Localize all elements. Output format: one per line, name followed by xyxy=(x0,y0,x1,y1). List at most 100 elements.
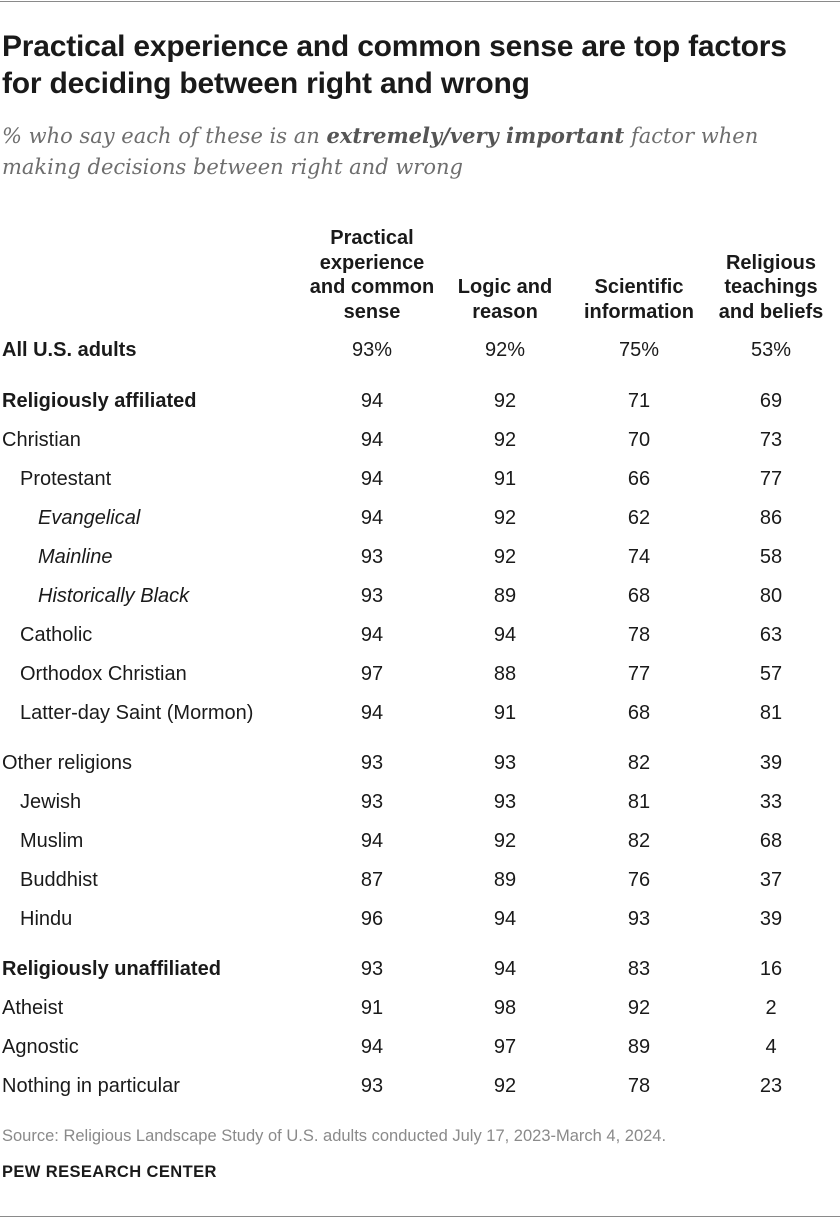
value-cell: 98 xyxy=(493,997,517,1019)
value-cell: 93% xyxy=(351,339,393,361)
row-label: Protestant xyxy=(20,468,112,490)
table-row: Muslim 94 92 82 68 xyxy=(0,822,840,861)
column-header: Logic and reason xyxy=(457,276,553,323)
table-row: Christian 94 92 70 73 xyxy=(0,421,840,460)
value-cell: 77 xyxy=(627,663,651,685)
value-cell: 94 xyxy=(360,390,384,412)
value-cell: 78 xyxy=(627,624,651,646)
table-row: Other religions 93 93 82 39 xyxy=(0,744,840,783)
value-cell: 71 xyxy=(627,390,651,412)
value-cell: 70 xyxy=(627,429,651,451)
value-cell: 39 xyxy=(759,752,783,774)
value-cell: 63 xyxy=(759,624,783,646)
value-cell: 96 xyxy=(360,908,384,930)
value-cell: 93 xyxy=(360,958,384,980)
subtitle-pre: % who say each of these is an xyxy=(2,124,327,148)
value-cell: 92 xyxy=(493,507,517,529)
value-cell: 2 xyxy=(765,997,777,1019)
value-cell: 93 xyxy=(493,752,517,774)
row-label: Orthodox Christian xyxy=(20,663,187,685)
row-label: Evangelical xyxy=(38,507,141,529)
row-label: Agnostic xyxy=(2,1036,79,1058)
value-cell: 87 xyxy=(360,869,384,891)
row-label: Buddhist xyxy=(20,869,98,891)
value-cell: 82 xyxy=(627,752,651,774)
row-label: Latter-day Saint (Mormon) xyxy=(20,702,254,724)
table-row: Atheist 91 98 92 2 xyxy=(0,989,840,1028)
value-cell: 94 xyxy=(493,908,517,930)
value-cell: 93 xyxy=(360,1075,384,1097)
value-cell: 58 xyxy=(759,546,783,568)
value-cell: 91 xyxy=(493,468,517,490)
row-label: Nothing in particular xyxy=(2,1075,180,1097)
value-cell: 94 xyxy=(360,830,384,852)
column-header: Practical experience and common sense xyxy=(309,227,435,323)
row-label: All U.S. adults xyxy=(2,339,137,361)
value-cell: 89 xyxy=(493,869,517,891)
row-label: Religiously unaffiliated xyxy=(2,958,221,980)
value-cell: 83 xyxy=(627,958,651,980)
row-label: Atheist xyxy=(2,997,64,1019)
value-cell: 93 xyxy=(627,908,651,930)
value-cell: 68 xyxy=(759,830,783,852)
value-cell: 66 xyxy=(627,468,651,490)
value-cell: 92 xyxy=(493,1075,517,1097)
value-cell: 53% xyxy=(750,339,792,361)
table-row: Catholic 94 94 78 63 xyxy=(0,616,840,655)
value-cell: 81 xyxy=(627,791,651,813)
value-cell: 33 xyxy=(759,791,783,813)
table-row: Buddhist 87 89 76 37 xyxy=(0,861,840,900)
value-cell: 62 xyxy=(627,507,651,529)
value-cell: 88 xyxy=(493,663,517,685)
value-cell: 89 xyxy=(493,585,517,607)
subtitle-post: factor when making decisions between rig… xyxy=(2,124,759,179)
table-row: Hindu 96 94 93 39 xyxy=(0,900,840,939)
table-row: Jewish 93 93 81 33 xyxy=(0,783,840,822)
value-cell: 92 xyxy=(627,997,651,1019)
value-cell: 23 xyxy=(759,1075,783,1097)
value-cell: 80 xyxy=(759,585,783,607)
value-cell: 94 xyxy=(493,958,517,980)
value-cell: 76 xyxy=(627,869,651,891)
source-note: Source: Religious Landscape Study of U.S… xyxy=(2,1127,667,1145)
table-row: Agnostic 94 97 89 4 xyxy=(0,1028,840,1067)
value-cell: 68 xyxy=(627,702,651,724)
value-cell: 77 xyxy=(759,468,783,490)
row-label: Jewish xyxy=(20,791,82,813)
row-label: Hindu xyxy=(20,908,73,930)
value-cell: 89 xyxy=(627,1036,651,1058)
row-label: Mainline xyxy=(38,546,113,568)
table-row: Mainline 93 92 74 58 xyxy=(0,538,840,577)
value-cell: 39 xyxy=(759,908,783,930)
value-cell: 94 xyxy=(360,702,384,724)
value-cell: 69 xyxy=(759,390,783,412)
value-cell: 94 xyxy=(360,429,384,451)
table-row: Religiously affiliated 94 92 71 69 xyxy=(0,382,840,421)
chart-subtitle: % who say each of these is an extremely/… xyxy=(2,120,822,183)
row-label: Historically Black xyxy=(38,585,190,607)
subtitle-emphasis: extremely/very important xyxy=(326,123,625,148)
bottom-rule xyxy=(0,1216,840,1217)
value-cell: 82 xyxy=(627,830,651,852)
top-rule xyxy=(0,1,840,2)
value-cell: 92 xyxy=(493,390,517,412)
value-cell: 97 xyxy=(360,663,384,685)
value-cell: 78 xyxy=(627,1075,651,1097)
row-label: Christian xyxy=(2,429,81,451)
value-cell: 16 xyxy=(759,958,783,980)
value-cell: 37 xyxy=(759,869,783,891)
value-cell: 94 xyxy=(360,468,384,490)
value-cell: 93 xyxy=(360,752,384,774)
value-cell: 94 xyxy=(360,624,384,646)
table-row: Evangelical 94 92 62 86 xyxy=(0,499,840,538)
value-cell: 57 xyxy=(759,663,783,685)
value-cell: 97 xyxy=(493,1036,517,1058)
row-label: Catholic xyxy=(20,624,93,646)
value-cell: 94 xyxy=(360,1036,384,1058)
brand-logo-text: PEW RESEARCH CENTER xyxy=(2,1163,217,1181)
value-cell: 68 xyxy=(627,585,651,607)
table-row: Religiously unaffiliated 93 94 83 16 xyxy=(0,950,840,989)
value-cell: 94 xyxy=(360,507,384,529)
value-cell: 74 xyxy=(627,546,651,568)
value-cell: 86 xyxy=(759,507,783,529)
